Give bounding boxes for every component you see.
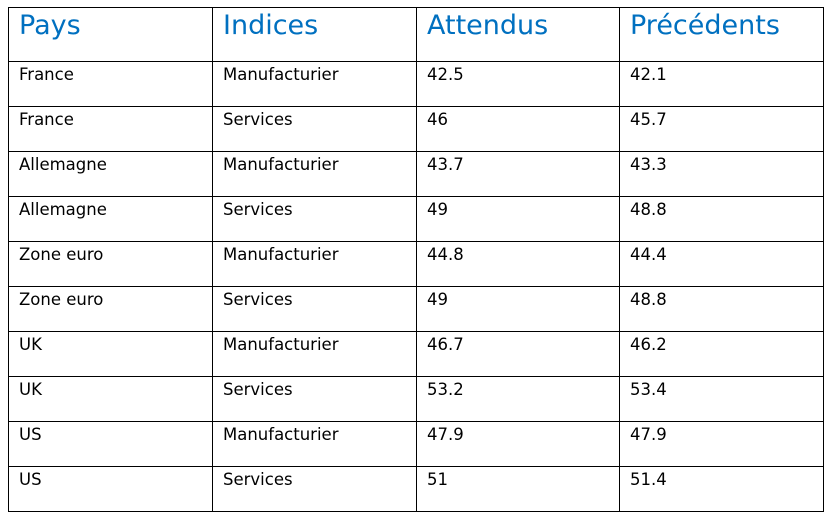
cell-attendu: 53.2	[416, 376, 620, 422]
cell-precedent: 43.3	[619, 151, 824, 197]
cell-attendu: 44.8	[416, 241, 620, 287]
cell-indice: Manufacturier	[212, 151, 417, 197]
cell-precedent: 44.4	[619, 241, 824, 287]
cell-pays: US	[8, 466, 213, 512]
header-indices: Indices	[212, 7, 417, 62]
cell-pays: Allemagne	[8, 151, 213, 197]
cell-indice: Services	[212, 196, 417, 242]
cell-indice: Services	[212, 466, 417, 512]
table-row: France Services 46 45.7	[8, 106, 824, 152]
cell-indice: Services	[212, 286, 417, 332]
cell-indice: Manufacturier	[212, 331, 417, 377]
cell-attendu: 43.7	[416, 151, 620, 197]
table-row: UK Services 53.2 53.4	[8, 376, 824, 422]
cell-pays: Zone euro	[8, 286, 213, 332]
table-header-row: Pays Indices Attendus Précédents	[8, 7, 824, 62]
cell-attendu: 42.5	[416, 61, 620, 107]
cell-precedent: 48.8	[619, 286, 824, 332]
cell-precedent: 45.7	[619, 106, 824, 152]
cell-precedent: 47.9	[619, 421, 824, 467]
cell-pays: UK	[8, 376, 213, 422]
cell-attendu: 46	[416, 106, 620, 152]
table-row: US Manufacturier 47.9 47.9	[8, 421, 824, 467]
table-row: US Services 51 51.4	[8, 466, 824, 512]
cell-attendu: 49	[416, 286, 620, 332]
pmi-table: Pays Indices Attendus Précédents France …	[8, 7, 824, 512]
cell-attendu: 46.7	[416, 331, 620, 377]
cell-precedent: 53.4	[619, 376, 824, 422]
cell-indice: Services	[212, 376, 417, 422]
header-pays: Pays	[8, 7, 213, 62]
cell-precedent: 42.1	[619, 61, 824, 107]
table-row: Allemagne Manufacturier 43.7 43.3	[8, 151, 824, 197]
cell-pays: France	[8, 61, 213, 107]
cell-pays: UK	[8, 331, 213, 377]
header-attendus: Attendus	[416, 7, 620, 62]
cell-indice: Manufacturier	[212, 421, 417, 467]
cell-indice: Manufacturier	[212, 61, 417, 107]
table-row: France Manufacturier 42.5 42.1	[8, 61, 824, 107]
cell-indice: Services	[212, 106, 417, 152]
cell-pays: France	[8, 106, 213, 152]
cell-pays: Zone euro	[8, 241, 213, 287]
table-row: Zone euro Services 49 48.8	[8, 286, 824, 332]
table-row: UK Manufacturier 46.7 46.2	[8, 331, 824, 377]
cell-attendu: 51	[416, 466, 620, 512]
cell-precedent: 51.4	[619, 466, 824, 512]
cell-precedent: 46.2	[619, 331, 824, 377]
cell-attendu: 49	[416, 196, 620, 242]
header-precedents: Précédents	[619, 7, 824, 62]
table-row: Zone euro Manufacturier 44.8 44.4	[8, 241, 824, 287]
cell-precedent: 48.8	[619, 196, 824, 242]
cell-pays: US	[8, 421, 213, 467]
cell-pays: Allemagne	[8, 196, 213, 242]
table-row: Allemagne Services 49 48.8	[8, 196, 824, 242]
cell-indice: Manufacturier	[212, 241, 417, 287]
cell-attendu: 47.9	[416, 421, 620, 467]
